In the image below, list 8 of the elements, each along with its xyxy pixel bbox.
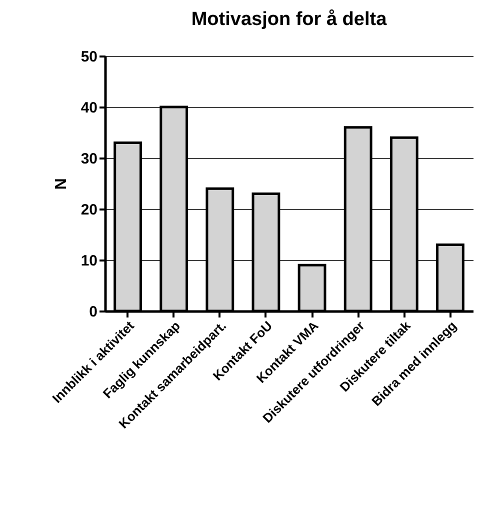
y-axis-title: N — [52, 178, 70, 190]
y-tick-label: 0 — [89, 304, 98, 320]
y-tick-label: 30 — [80, 150, 98, 168]
chart-title: Motivasjon for å delta — [191, 9, 388, 30]
y-tick-label: 40 — [80, 100, 98, 116]
y-tick-label: 20 — [80, 202, 98, 218]
y-tick-label: 10 — [80, 252, 98, 270]
y-tick-label: 50 — [80, 48, 98, 66]
